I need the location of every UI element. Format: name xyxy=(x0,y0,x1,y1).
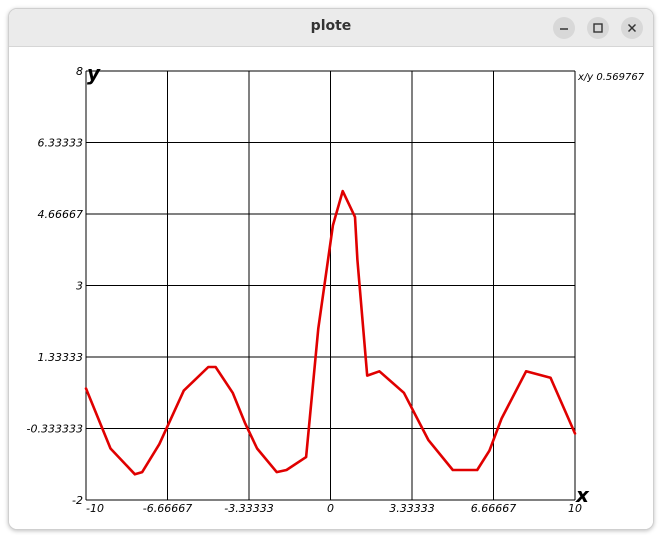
x-axis-label: x xyxy=(575,483,590,507)
x-tick-label: 3.33333 xyxy=(389,502,435,515)
maximize-button[interactable] xyxy=(587,17,609,39)
app-window: plote -10 -6.66667 -3.33333 0 3.33333 6.66667… xyxy=(8,8,654,530)
y-tick-label: 6.33333 xyxy=(38,137,84,150)
x-tick-label: -6.66667 xyxy=(143,502,192,515)
aspect-ratio-readout: x/y 0.569767 xyxy=(577,72,645,83)
y-axis-label: y xyxy=(87,61,101,85)
minimize-button[interactable] xyxy=(553,17,575,39)
y-tick-label: 1.33333 xyxy=(38,351,84,364)
x-tick-label: 0 xyxy=(327,502,334,515)
y-tick-label: -0.333333 xyxy=(27,423,83,436)
close-button[interactable] xyxy=(621,17,643,39)
y-tick-label: 4.66667 xyxy=(38,208,84,221)
y-tick-label: -2 xyxy=(72,494,83,507)
close-icon xyxy=(627,23,637,33)
plot-canvas[interactable]: -10 -6.66667 -3.33333 0 3.33333 6.66667 10 -2 -0… xyxy=(9,47,653,529)
maximize-icon xyxy=(593,23,603,33)
plot-svg: -10 -6.66667 -3.33333 0 3.33333 6.66667 10-2-0… xyxy=(9,47,653,529)
y-tick-label: 8 xyxy=(76,65,83,78)
minimize-icon xyxy=(559,23,569,33)
x-tick-label: -3.33333 xyxy=(224,502,273,515)
x-tick-label: -10 xyxy=(86,502,104,515)
title-bar[interactable]: plote xyxy=(9,9,653,47)
x-tick-label: 6.66667 xyxy=(471,502,517,515)
y-tick-label: 3 xyxy=(76,280,83,293)
